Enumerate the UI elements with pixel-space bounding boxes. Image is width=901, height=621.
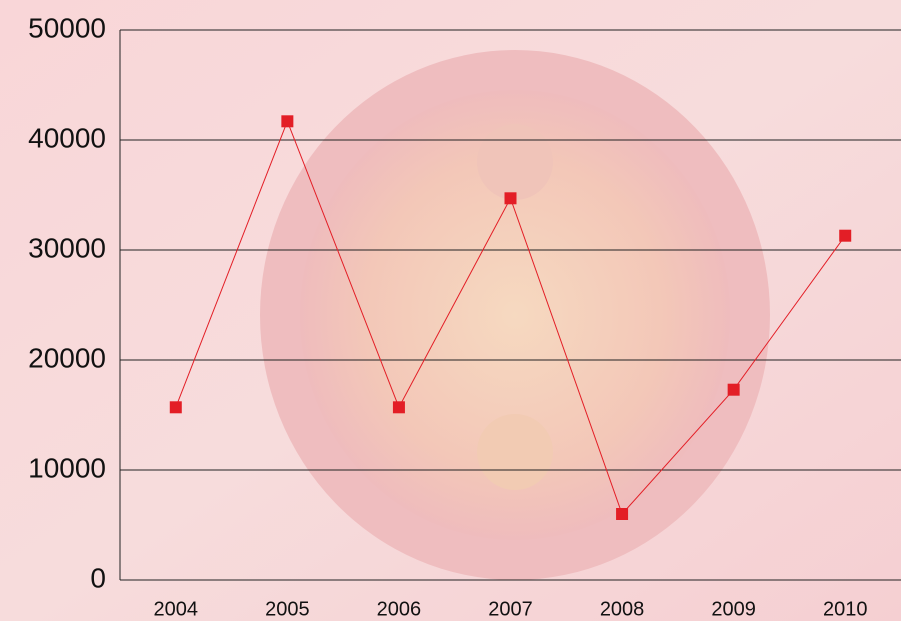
marker	[281, 115, 293, 127]
x-tick-label: 2005	[265, 598, 310, 620]
marker	[393, 401, 405, 413]
logo-coin	[477, 414, 553, 490]
y-tick-label: 40000	[28, 122, 106, 153]
marker	[728, 384, 740, 396]
y-tick-label: 10000	[28, 452, 106, 483]
y-tick-label: 30000	[28, 232, 106, 263]
page: 0 10000 20000 30000 40000 50000 2004 2005 2006 20…	[0, 0, 901, 621]
x-tick-label: 2007	[488, 598, 533, 620]
y-tick-label: 20000	[28, 342, 106, 373]
chart: 0 10000 20000 30000 40000 50000 2004 2005 2006 20…	[0, 0, 901, 621]
marker	[839, 230, 851, 242]
y-tick-label: 50000	[28, 12, 106, 43]
marker	[616, 508, 628, 520]
marker	[170, 401, 182, 413]
x-tick-label: 2006	[377, 598, 422, 620]
marker	[505, 192, 517, 204]
x-tick-label: 2009	[711, 598, 756, 620]
x-tick-label: 2010	[823, 598, 868, 620]
logo-coin	[477, 124, 553, 200]
y-tick-label: 0	[90, 562, 106, 593]
x-tick-label: 2008	[600, 598, 645, 620]
x-tick-label: 2004	[154, 598, 199, 620]
